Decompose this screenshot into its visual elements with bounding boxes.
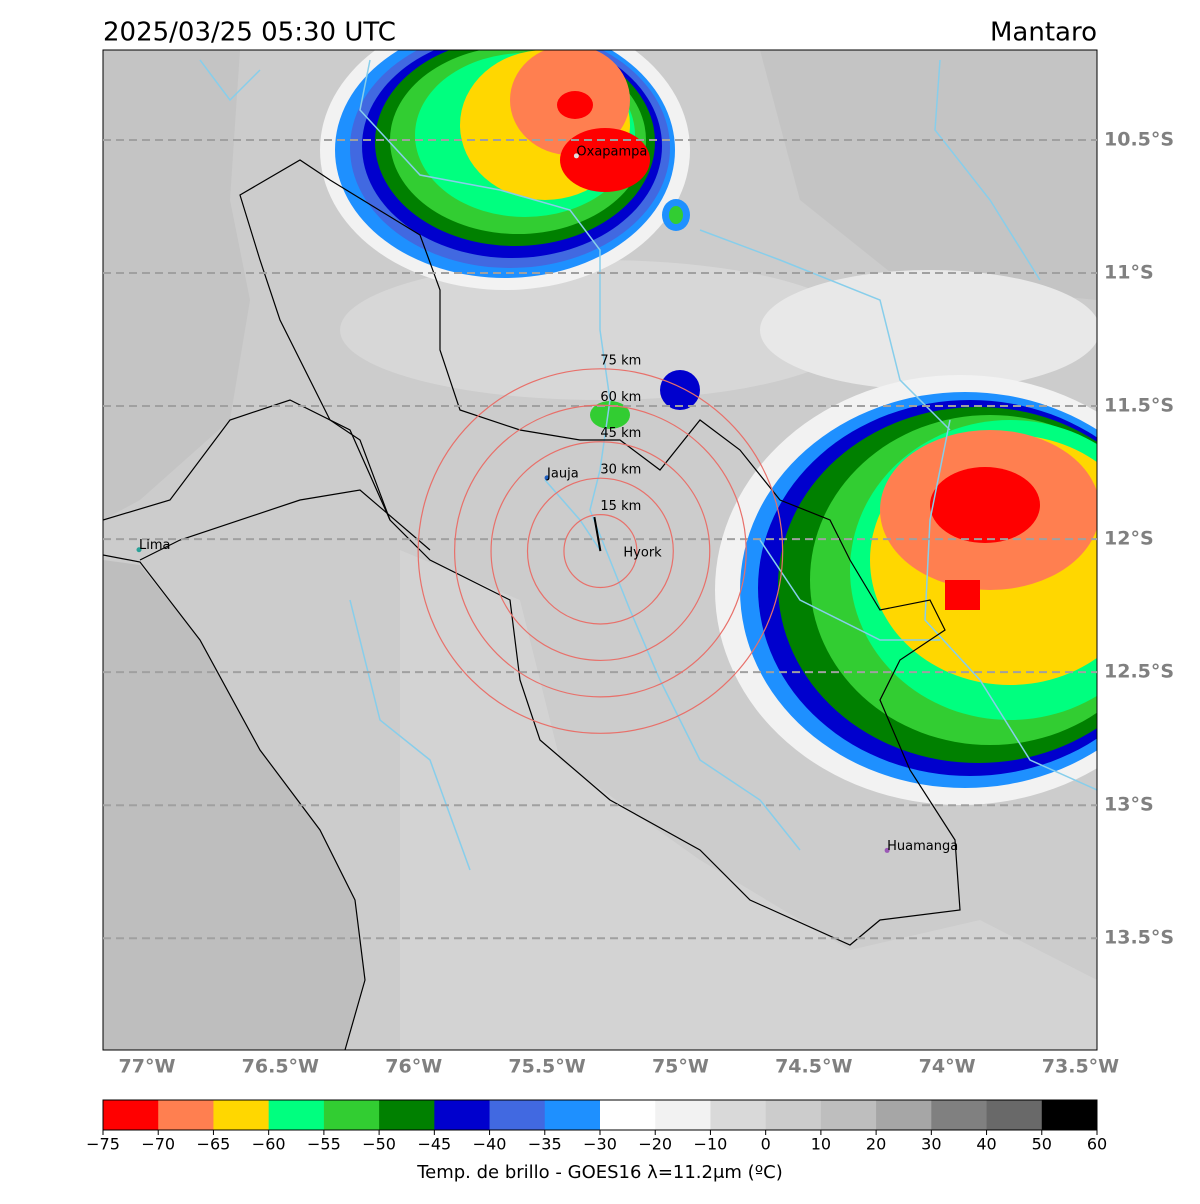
colorbar-tick-label: −20	[638, 1135, 672, 1154]
colorbar-segment	[710, 1100, 767, 1130]
range-ring-label: 30 km	[600, 463, 641, 478]
colorbar-segment	[820, 1100, 877, 1130]
lon-label: 75.5°W	[508, 1056, 585, 1078]
lon-label: 75°W	[652, 1056, 709, 1078]
place-marker	[544, 475, 550, 481]
map-frame	[102, 49, 1098, 1051]
colorbar-label: Temp. de brillo - GOES16 λ=11.2μm (ºC)	[416, 1162, 783, 1183]
lon-label: 76.5°W	[242, 1056, 319, 1078]
lat-label: 10.5°S	[1104, 128, 1174, 150]
colorbar-segment	[544, 1100, 601, 1130]
lon-label: 73.5°W	[1042, 1056, 1119, 1078]
title: 2025/03/25 05:30 UTC	[103, 18, 396, 48]
range-ring	[526, 477, 674, 625]
colorbar-segment	[103, 1100, 159, 1130]
colorbar-tick-label: −35	[528, 1135, 562, 1154]
place-name: Oxapampa	[576, 144, 647, 159]
range-ring	[563, 514, 638, 589]
range-ring-label: 45 km	[600, 426, 641, 441]
colorbar-tick-label: −65	[197, 1135, 231, 1154]
lat-label: 11.5°S	[1104, 395, 1174, 417]
place-name: Jauja	[546, 466, 579, 481]
range-ring	[417, 368, 784, 734]
lat-label: 13.5°S	[1104, 927, 1174, 949]
storm-east	[715, 375, 1097, 805]
region: Mantaro	[990, 18, 1097, 48]
range-ring-label: 75 km	[600, 353, 641, 368]
place-marker	[573, 153, 579, 159]
storm-north	[320, 50, 690, 290]
colorbar-tick-label: 50	[1032, 1135, 1052, 1154]
radar-beam	[593, 516, 602, 552]
colorbar-tick-label: −10	[694, 1135, 728, 1154]
radar-name: Hyork	[623, 546, 662, 561]
colorbar-segment	[379, 1100, 435, 1130]
colorbar-tick-label: 60	[1087, 1135, 1107, 1154]
colorbar-segment	[655, 1100, 711, 1130]
colorbar-tick-label: −70	[141, 1135, 175, 1154]
colorbar-segment	[765, 1100, 822, 1130]
colorbar-tick-label: 0	[761, 1135, 771, 1154]
place-name: Huamanga	[887, 839, 958, 854]
colorbar-tick-label: 40	[976, 1135, 996, 1154]
colorbar-tick-label: 30	[921, 1135, 941, 1154]
colorbar-segment	[323, 1100, 380, 1130]
place-marker	[884, 847, 890, 853]
colorbar-segment	[876, 1100, 932, 1130]
colorbar-tick-label: 10	[811, 1135, 831, 1154]
range-ring	[454, 404, 747, 698]
lon-label: 74°W	[919, 1056, 976, 1078]
colorbar-tick-label: −55	[307, 1135, 341, 1154]
colorbar-tick-label: −45	[417, 1135, 451, 1154]
satellite-image	[103, 50, 1097, 1050]
lat-label: 11°S	[1104, 261, 1154, 283]
lon-label: 77°W	[119, 1056, 176, 1078]
colorbar-segment	[268, 1100, 325, 1130]
colorbar-segment	[931, 1100, 988, 1130]
range-ring-label: 15 km	[600, 499, 641, 514]
colorbar-tick-label: −40	[473, 1135, 507, 1154]
place-name: Lima	[139, 538, 170, 553]
lon-label: 74.5°W	[775, 1056, 852, 1078]
range-ring-label: 60 km	[600, 390, 641, 405]
range-ring	[490, 441, 711, 662]
colorbar-tick-label: −30	[583, 1135, 617, 1154]
place-marker	[136, 547, 142, 553]
colorbar-tick-label: 20	[866, 1135, 886, 1154]
colorbar-segment	[434, 1100, 491, 1130]
colorbar-tick-label: −50	[362, 1135, 396, 1154]
colorbar-tick-label: −75	[86, 1135, 120, 1154]
colorbar-segment	[489, 1100, 546, 1130]
lat-label: 12°S	[1104, 528, 1154, 550]
colorbar-tick-label: −60	[252, 1135, 286, 1154]
lat-label: 12.5°S	[1104, 661, 1174, 683]
lat-label: 13°S	[1104, 794, 1154, 816]
lon-label: 76°W	[385, 1056, 442, 1078]
colorbar-segment	[158, 1100, 214, 1130]
colorbar-segment	[1041, 1100, 1098, 1130]
colorbar-segment	[600, 1100, 656, 1130]
colorbar-segment	[986, 1100, 1043, 1130]
colorbar-segment	[213, 1100, 270, 1130]
